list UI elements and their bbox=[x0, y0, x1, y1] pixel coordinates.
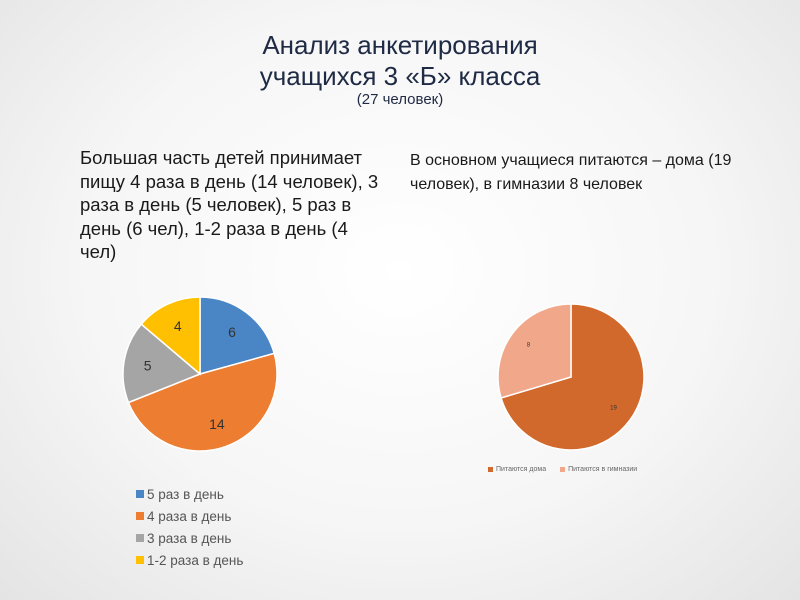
legend-swatch bbox=[136, 490, 144, 498]
legend-label: Питаются в гимназии bbox=[568, 466, 638, 473]
pie-slice bbox=[140, 296, 201, 376]
pie-data-label: 19 bbox=[610, 406, 617, 412]
pie-slice bbox=[500, 303, 645, 451]
legend-item: Питаются в гимназии bbox=[560, 466, 637, 473]
left-description: Большая часть детей принимает пищу 4 раз… bbox=[80, 147, 379, 262]
meals-per-day-legend: 5 раз в день 4 раза в день 3 раза в день 1-… bbox=[136, 483, 243, 571]
eating-place-legend: Питаются дома Питаются в гимназии bbox=[488, 466, 651, 473]
right-description: В основном учащиеся питаются – дома (19 … bbox=[410, 152, 732, 193]
legend-swatch bbox=[136, 556, 144, 564]
legend-swatch bbox=[488, 467, 493, 472]
pie-slice bbox=[122, 323, 202, 404]
legend-item: 1-2 раза в день bbox=[136, 549, 243, 571]
slide-title: Анализ анкетирования учащихся 3 «Б» клас… bbox=[0, 30, 800, 92]
pie-data-label: 6 bbox=[228, 324, 236, 340]
legend-item: 5 раз в день bbox=[136, 483, 243, 505]
title-line-2: учащихся 3 «Б» класса bbox=[259, 61, 541, 91]
pie-data-label: 5 bbox=[144, 357, 152, 373]
meals-per-day-pie-chart: 6 14 5 4 bbox=[122, 296, 278, 452]
legend-item: Питаются дома bbox=[488, 466, 546, 473]
pie-slice bbox=[127, 352, 278, 452]
legend-swatch bbox=[136, 512, 144, 520]
pie-data-label: 14 bbox=[209, 416, 225, 432]
eating-place-pie-chart: 19 8 bbox=[497, 303, 645, 451]
legend-label: 4 раза в день bbox=[147, 508, 232, 524]
legend-label: 5 раз в день bbox=[147, 486, 224, 502]
legend-label: 3 раза в день bbox=[147, 530, 232, 546]
legend-swatch bbox=[136, 534, 144, 542]
pie-data-label: 8 bbox=[527, 342, 531, 348]
legend-item: 4 раза в день bbox=[136, 505, 243, 527]
pie-data-label: 4 bbox=[174, 318, 182, 334]
title-line-1: Анализ анкетирования bbox=[262, 30, 538, 60]
pie-slice bbox=[199, 296, 276, 375]
legend-swatch bbox=[560, 467, 566, 472]
legend-item: 3 раза в день bbox=[136, 527, 243, 549]
slide-subtitle: (27 человек) bbox=[356, 91, 444, 108]
pie-slice bbox=[497, 303, 572, 399]
legend-label: Питаются дома bbox=[496, 466, 547, 473]
legend-label: 1-2 раза в день bbox=[147, 552, 244, 568]
